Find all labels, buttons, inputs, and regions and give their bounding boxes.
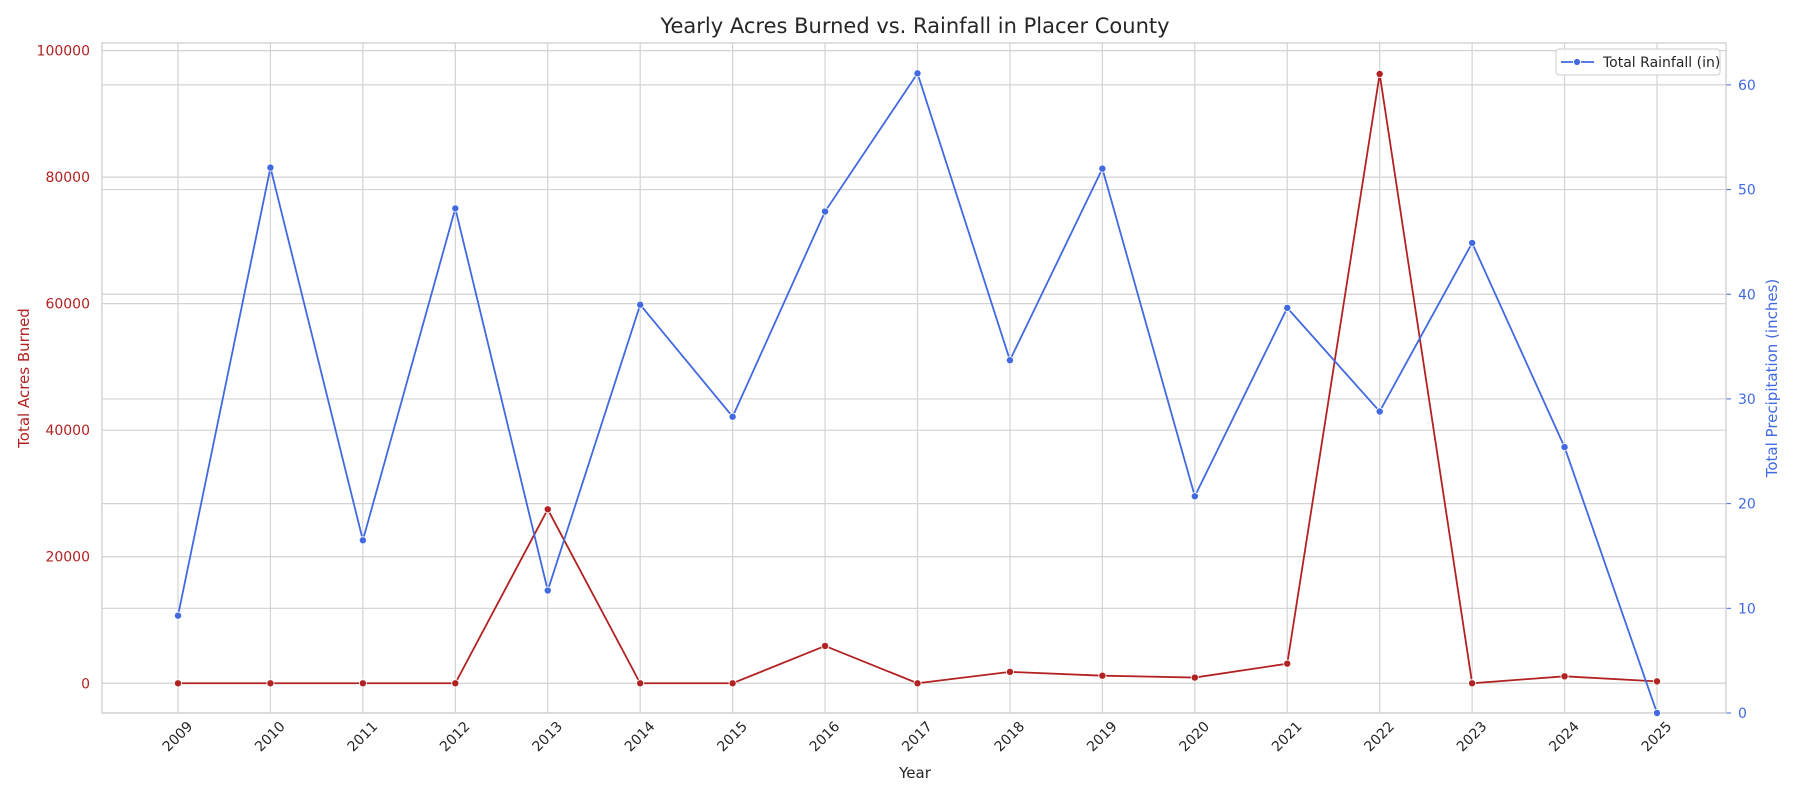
x-tick-label: 2017 [899, 719, 936, 756]
grid-lines [102, 43, 1726, 714]
x-tick-label: 2013 [529, 719, 566, 756]
x-axis-label: Year [898, 764, 932, 782]
y-axis-right-label: Total Precipitation (inches) [1763, 279, 1781, 479]
x-tick-label: 2020 [1177, 719, 1214, 756]
acres-burned-data-point [266, 679, 275, 688]
x-tick-label: 2023 [1454, 719, 1491, 756]
x-tick-label: 2022 [1361, 719, 1398, 756]
x-tick-label: 2021 [1269, 719, 1306, 756]
y-right-tick-label: 40 [1738, 287, 1756, 303]
x-tick-label: 2018 [992, 719, 1029, 756]
y-right-tick-label: 0 [1738, 706, 1747, 722]
rainfall-data-point [543, 586, 552, 595]
acres-burned-data-point [1190, 673, 1199, 682]
rainfall-data-point [1468, 238, 1477, 247]
y-axis-left-label: Total Acres Burned [15, 308, 33, 449]
y-left-tick-label: 100000 [37, 44, 90, 60]
y-left-tick-label: 0 [81, 676, 90, 692]
x-tick-label: 2014 [622, 719, 659, 756]
acres-burned-data-point [543, 505, 552, 514]
acres-burned-data-point [1283, 659, 1292, 668]
acres-burned-data-point [636, 679, 645, 688]
acres-burned-data-point [728, 679, 737, 688]
x-tick-label: 2019 [1084, 719, 1121, 756]
y-right-tick-label: 60 [1738, 78, 1756, 94]
acres-burned-data-point [1375, 70, 1384, 79]
y-left-tick-label: 80000 [45, 170, 90, 186]
acres-burned-data-point [913, 679, 922, 688]
x-tick-label: 2024 [1546, 719, 1583, 756]
x-tick-label: 2010 [252, 719, 289, 756]
legend-box [1555, 48, 1721, 76]
rainfall-data-point [821, 207, 830, 216]
rainfall-data-point [173, 611, 182, 620]
rainfall-data-point [1005, 356, 1014, 365]
y-left-tick-label: 40000 [45, 423, 90, 439]
series-layer [173, 69, 1662, 718]
rainfall-data-point [1283, 303, 1292, 312]
y-right-tick-label: 30 [1738, 392, 1756, 408]
acres-burned-data-point [821, 641, 830, 650]
x-tick-label: 2025 [1639, 719, 1676, 756]
y-right-tick-label: 50 [1738, 183, 1756, 199]
acres-burned-data-point [173, 679, 182, 688]
y-left-tick-label: 60000 [45, 297, 90, 313]
acres-burned-data-point [1468, 679, 1477, 688]
y-left-tick-label: 20000 [45, 550, 90, 566]
acres-burned-data-point [1653, 677, 1662, 686]
rainfall-data-point [1653, 709, 1662, 718]
rainfall-data-point [913, 69, 922, 78]
legend-entry-rainfall: Total Rainfall (in) [1602, 55, 1720, 71]
x-tick-label: 2015 [714, 719, 751, 756]
acres-burned-data-point [358, 679, 367, 688]
rainfall-data-point [1375, 407, 1384, 416]
legend: Total Rainfall (in) [1555, 48, 1721, 76]
rainfall-data-point [266, 163, 275, 172]
rainfall-data-point [1098, 164, 1107, 173]
y-right-tick-label: 20 [1738, 497, 1756, 513]
rainfall-data-point [728, 412, 737, 421]
x-tick-label: 2012 [437, 719, 474, 756]
plot-frame [101, 42, 1727, 714]
x-tick-label: 2011 [345, 719, 382, 756]
chart-title: Yearly Acres Burned vs. Rainfall in Plac… [659, 14, 1169, 38]
x-tick-label: 2016 [807, 719, 844, 756]
rainfall-data-point [358, 536, 367, 545]
rainfall-data-point [1190, 492, 1199, 501]
axes [101, 42, 1731, 714]
rainfall-data-point [451, 204, 460, 213]
x-tick-label: 2009 [160, 719, 197, 756]
acres-burned-data-point [1005, 667, 1014, 676]
rainfall-data-point [636, 300, 645, 309]
acres-burned-data-point [1098, 671, 1107, 680]
legend-marker-swatch [1572, 57, 1582, 67]
rainfall-data-point [1560, 443, 1569, 452]
acres-burned-data-point [1560, 672, 1569, 681]
y-right-tick-label: 10 [1738, 601, 1756, 617]
acres-burned-data-point [451, 679, 460, 688]
